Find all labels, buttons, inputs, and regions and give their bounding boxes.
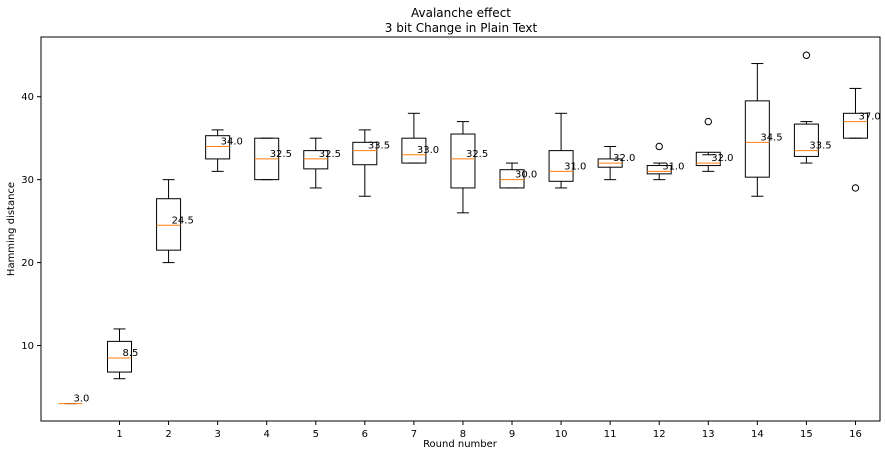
box-group: 33.5	[352, 129, 390, 197]
x-tick-label: 14	[751, 429, 764, 440]
median-label: 3.0	[73, 394, 89, 405]
median-label: 34.5	[760, 132, 782, 143]
box-group: 33.0	[401, 112, 439, 164]
y-tick-label: 30	[21, 175, 34, 186]
plot-area: 3.0 8.5 24.5 34.0 32.5 32.5 33.5 33.0 32.5 30.0 31…	[58, 51, 881, 405]
x-tick-label: 12	[653, 429, 666, 440]
box-group: 24.5	[156, 179, 194, 264]
box-iqr	[744, 100, 770, 178]
chart-title: Avalanche effect	[411, 6, 511, 20]
box-group: 34.0	[205, 129, 243, 172]
box-iqr	[107, 340, 133, 373]
box-iqr	[401, 137, 427, 164]
x-tick-label: 1	[116, 429, 122, 440]
median-label: 33.0	[417, 145, 439, 156]
median-label: 30.0	[515, 170, 537, 181]
x-tick-label: 15	[800, 429, 813, 440]
box-group: 32.5	[450, 121, 488, 214]
x-axis-label: Round number	[423, 439, 498, 450]
median-label: 24.5	[172, 215, 194, 226]
x-tick-label: 9	[509, 429, 515, 440]
x-tick-label: 8	[460, 429, 466, 440]
box-iqr	[695, 151, 721, 167]
plot-frame	[40, 36, 881, 422]
box-iqr	[450, 133, 476, 189]
box-group: 37.0	[842, 87, 881, 192]
x-tick-label: 10	[555, 429, 568, 440]
box-group: 31.0	[548, 112, 586, 189]
median-label: 31.0	[662, 161, 684, 172]
median-label: 31.0	[564, 161, 586, 172]
median-label: 37.0	[858, 112, 880, 123]
x-tick-label: 16	[849, 429, 862, 440]
box-group: 8.5	[107, 328, 139, 380]
box-group: 32.0	[695, 117, 734, 172]
outlier-point	[851, 184, 860, 192]
median-label: 32.0	[613, 153, 635, 164]
median-label: 34.0	[221, 136, 243, 147]
box-group: 3.0	[58, 394, 89, 405]
median-label: 32.5	[466, 149, 488, 160]
box-iqr	[793, 123, 819, 157]
box-group: 32.5	[303, 137, 341, 189]
x-tick-label: 2	[165, 429, 171, 440]
x-tick-label: 5	[313, 429, 319, 440]
median-label: 32.5	[270, 149, 292, 160]
box-iqr	[156, 198, 182, 251]
box-iqr	[352, 141, 378, 166]
x-tick-label: 11	[604, 429, 617, 440]
median-label: 33.5	[368, 141, 390, 152]
x-tick-label: 6	[362, 429, 368, 440]
x-tick-label: 3	[214, 429, 220, 440]
median-label: 33.5	[809, 141, 831, 152]
y-axis-label: Hamming distance	[6, 182, 17, 276]
median-label: 32.0	[711, 153, 733, 164]
box-group: 30.0	[499, 162, 537, 189]
box-iqr	[303, 150, 329, 170]
outlier-point	[704, 117, 712, 126]
y-tick-label: 40	[21, 92, 34, 103]
box-group: 32.0	[597, 145, 635, 181]
y-tick-label: 10	[21, 341, 34, 352]
box-iqr	[842, 112, 868, 139]
y-tick-label: 20	[21, 258, 34, 269]
x-tick-label: 4	[264, 429, 270, 440]
box-iqr	[646, 165, 672, 175]
box-iqr	[548, 150, 574, 182]
x-tick-label: 13	[702, 429, 715, 440]
outlier-point	[802, 51, 811, 59]
box-group: 33.5	[793, 51, 832, 164]
box-iqr	[205, 135, 231, 160]
box-group: 32.5	[254, 137, 292, 181]
x-tick-label: 7	[411, 429, 417, 440]
box-iqr	[499, 169, 525, 189]
chart-subtitle: 3 bit Change in Plain Text	[385, 21, 538, 35]
box-group: 34.5	[744, 63, 783, 197]
median-label: 32.5	[319, 149, 341, 160]
box-group: 31.0	[646, 142, 684, 181]
outlier-point	[655, 142, 663, 151]
median-label: 8.5	[123, 348, 139, 359]
